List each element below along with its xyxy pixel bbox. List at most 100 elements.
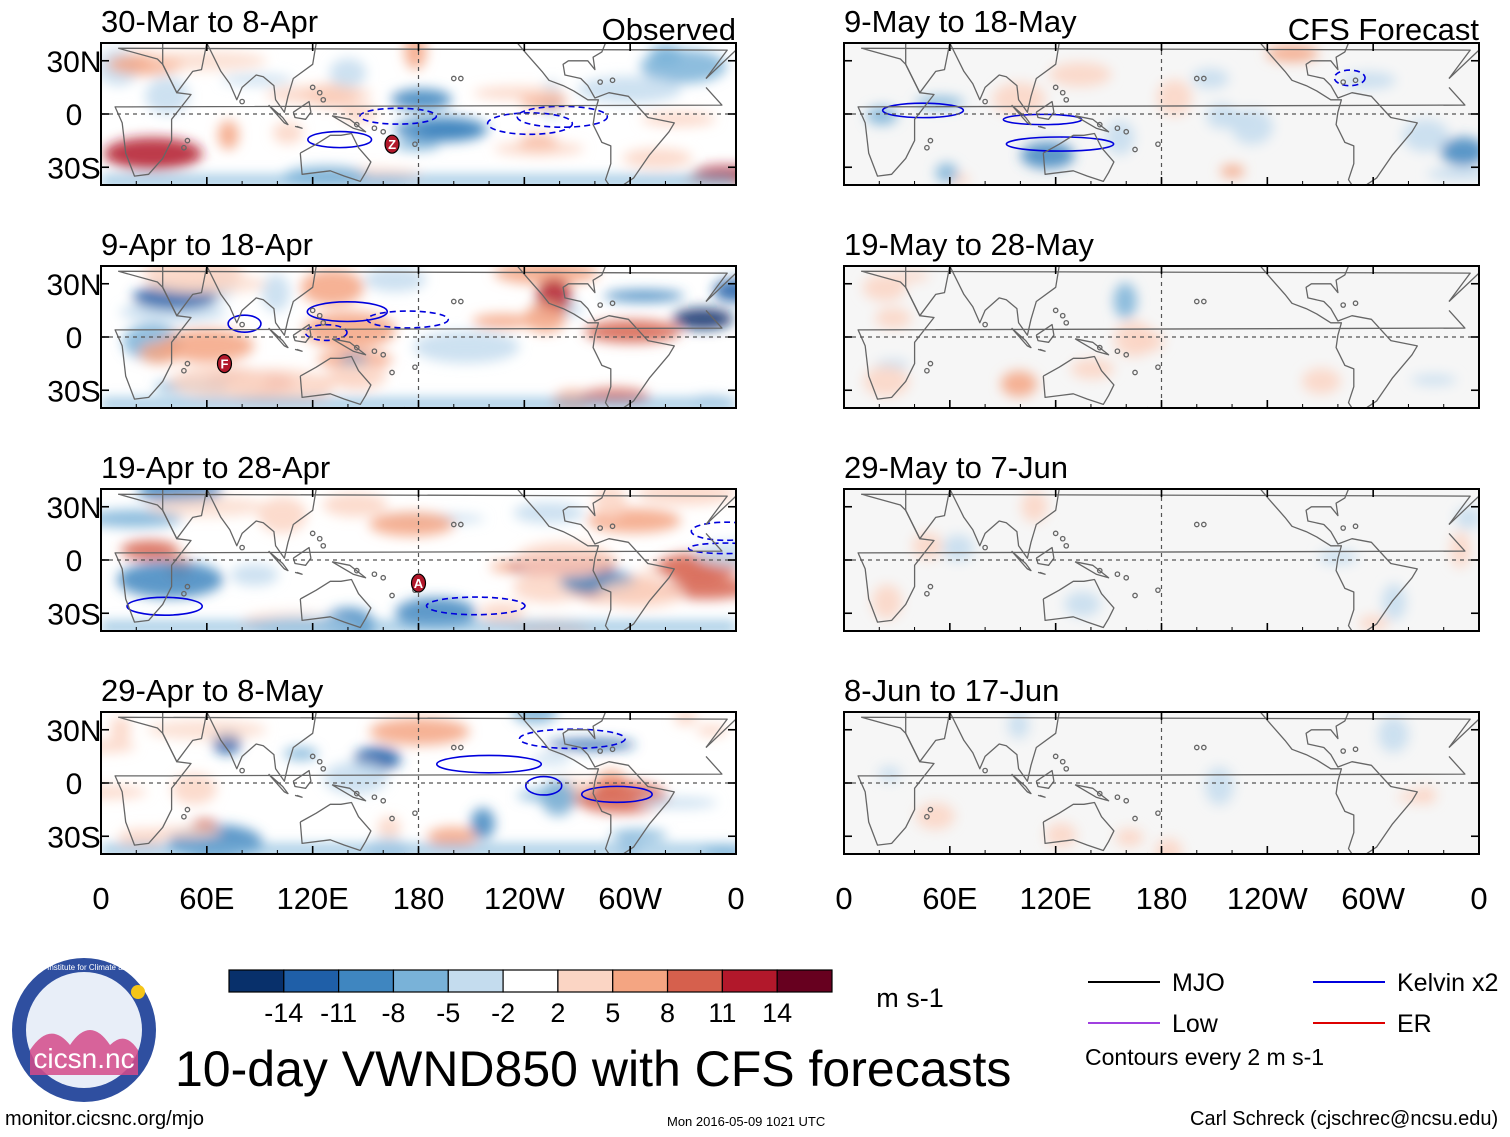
negative-anomaly xyxy=(1382,583,1407,621)
island xyxy=(320,765,327,772)
colorbar-label: -8 xyxy=(381,998,405,1028)
island xyxy=(239,544,245,551)
positive-anomaly xyxy=(1220,164,1245,178)
kelvin-contour xyxy=(359,107,438,125)
colorbar-label: 11 xyxy=(708,998,736,1028)
island xyxy=(927,360,934,367)
positive-anomaly xyxy=(1415,786,1437,804)
negative-anomaly xyxy=(694,541,736,567)
storm-symbol xyxy=(216,354,233,374)
island xyxy=(597,748,604,754)
coastline xyxy=(114,716,728,846)
island xyxy=(1193,744,1200,751)
logo-mountains xyxy=(30,1030,138,1075)
positive-anomaly xyxy=(160,328,254,363)
footer-credit: Carl Schreck (cjschrec@ncsu.edu) xyxy=(1190,1108,1499,1130)
island xyxy=(316,312,323,319)
map-panel: 19-May to 28-May xyxy=(843,227,1480,409)
positive-anomaly xyxy=(146,826,222,838)
island xyxy=(1123,351,1130,358)
x-tick-label: 60W xyxy=(598,881,662,916)
coastlines xyxy=(844,712,1479,854)
negative-anomaly xyxy=(1205,767,1234,806)
kelvin-contour xyxy=(525,775,563,796)
island xyxy=(1063,319,1070,326)
coastline xyxy=(1259,712,1418,854)
legend-label: Low xyxy=(1172,1010,1219,1038)
island xyxy=(320,96,327,103)
island xyxy=(309,530,316,537)
kelvin-contours xyxy=(435,728,653,804)
coastline xyxy=(949,43,1060,113)
island xyxy=(1340,79,1347,85)
kelvin-contour xyxy=(687,542,736,555)
positive-anomaly xyxy=(1000,371,1038,397)
island xyxy=(1132,815,1138,822)
island xyxy=(450,75,457,82)
contour-note: Contours every 2 m s-1 xyxy=(1085,1044,1325,1070)
island xyxy=(982,321,988,328)
coastline xyxy=(1037,571,1046,575)
colorbar-swatch xyxy=(721,969,778,993)
cics-logo: cicsn.nc Cooperative Institute for Climat… xyxy=(2,958,166,1102)
island xyxy=(316,758,323,765)
coastline xyxy=(1037,794,1046,798)
colorbar-label: -14 xyxy=(264,998,303,1028)
coastline xyxy=(949,266,1060,336)
footer-url[interactable]: monitor.cicsnc.org/mjo xyxy=(5,1108,204,1130)
colorbar-swatch xyxy=(557,969,614,993)
island xyxy=(725,683,729,687)
map-panel: Z 30N 0 30S 30-Mar to 8-Apr Observed xyxy=(46,4,737,186)
island xyxy=(1132,369,1138,376)
island xyxy=(412,810,418,817)
island xyxy=(609,523,616,530)
coastlines xyxy=(844,489,1479,631)
coastline xyxy=(1035,100,1055,120)
positive-anomaly xyxy=(258,496,307,534)
island xyxy=(1052,530,1059,537)
column-label: CFS Forecast xyxy=(1288,12,1480,47)
negative-anomaly xyxy=(363,267,427,292)
positive-anomaly xyxy=(636,489,736,506)
colorbar-swatch xyxy=(392,969,449,993)
island xyxy=(609,77,616,84)
island xyxy=(320,319,327,326)
island xyxy=(450,744,457,751)
positive-anomaly xyxy=(1048,62,1112,87)
positive-anomaly xyxy=(101,785,148,799)
island xyxy=(457,298,464,305)
colorbar: -14 -11 -8 -5 -2 2 5 8 11 14 m s-1 xyxy=(228,969,944,1028)
positive-anomaly xyxy=(192,819,217,830)
kelvin-contour xyxy=(1005,136,1115,152)
island xyxy=(450,521,457,528)
kelvin-contour xyxy=(425,596,526,616)
positive-anomaly xyxy=(120,540,179,561)
island xyxy=(353,344,360,351)
map-panel: 9-May to 18-May CFS Forecast xyxy=(843,4,1480,186)
colorbar-units: m s-1 xyxy=(876,983,944,1013)
coastline xyxy=(1042,578,1115,629)
island xyxy=(1123,574,1130,581)
x-tick-label: 0 xyxy=(92,881,109,916)
coastline xyxy=(292,323,312,343)
negative-anomaly xyxy=(637,797,718,809)
island xyxy=(320,542,327,549)
negative-anomaly xyxy=(101,509,183,528)
coastline xyxy=(1042,355,1115,406)
coastline xyxy=(905,489,951,540)
map-panel: A 30N 0 30S 19-Apr to 28-Apr xyxy=(46,450,737,632)
island xyxy=(609,746,616,753)
positive-anomaly xyxy=(171,773,217,805)
panel-period-label: 29-May to 7-Jun xyxy=(844,450,1068,485)
storm-marker: A xyxy=(410,573,427,593)
negative-anomaly xyxy=(1191,68,1230,89)
coastline xyxy=(162,266,208,317)
negative-anomaly xyxy=(1105,120,1135,155)
island xyxy=(353,790,360,797)
positive-anomaly xyxy=(146,719,267,740)
island xyxy=(457,521,464,528)
island xyxy=(457,75,464,82)
coastline xyxy=(1074,561,1110,579)
negative-anomaly xyxy=(1020,142,1075,169)
